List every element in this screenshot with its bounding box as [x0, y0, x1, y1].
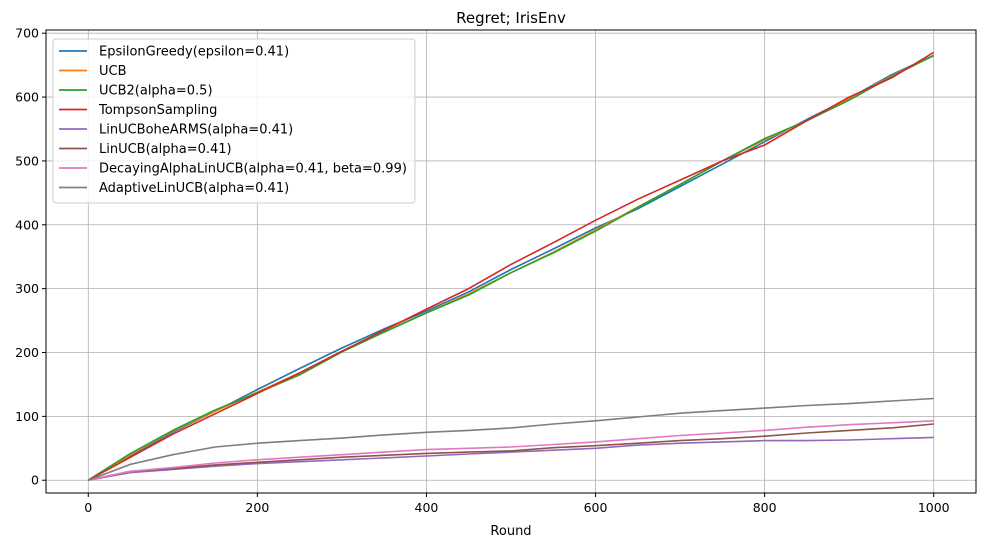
plot-frame [45, 29, 977, 494]
x-tick-label-1: 200 [245, 500, 269, 515]
legend-label-0: EpsilonGreedy(epsilon=0.41) [99, 45, 289, 60]
y-tick-label-0: 0 [31, 473, 39, 488]
x-tick-label-0: 0 [84, 500, 92, 515]
series-layer [87, 51, 935, 481]
series-line-5 [88, 423, 934, 481]
y-tick-label-5: 500 [15, 153, 39, 168]
y-tick-label-6: 600 [15, 90, 39, 105]
y-axis-ticks: 0 100 200 300 400 500 600 700 [15, 26, 46, 488]
x-axis-ticks: 0 200 400 600 800 1000 [84, 493, 950, 515]
y-tick-label-4: 400 [15, 217, 39, 232]
x-tick-label-5: 1000 [918, 500, 950, 515]
series-line-2 [87, 54, 935, 481]
series-line-6 [88, 420, 934, 481]
legend-label-7: AdaptiveLinUCB(alpha=0.41) [99, 181, 289, 196]
legend-label-6: DecayingAlphaLinUCB(alpha=0.41, beta=0.9… [99, 162, 407, 177]
x-tick-label-4: 800 [753, 500, 777, 515]
y-tick-label-7: 700 [15, 26, 39, 41]
x-tick-label-3: 600 [584, 500, 608, 515]
x-axis-label: Round [490, 524, 531, 539]
series-line-4 [88, 436, 934, 481]
legend-label-3: TompsonSampling [98, 103, 217, 118]
series-line-3 [87, 51, 935, 481]
legend: EpsilonGreedy(epsilon=0.41) UCB UCB2(alpha… [52, 38, 416, 204]
y-tick-label-2: 200 [15, 345, 39, 360]
y-tick-label-3: 300 [15, 281, 39, 296]
legend-label-2: UCB2(alpha=0.5) [99, 84, 213, 99]
y-tick-label-1: 100 [15, 409, 39, 424]
series-line-7 [88, 397, 934, 481]
legend-box [52, 38, 416, 204]
legend-label-5: LinUCB(alpha=0.41) [99, 142, 232, 157]
legend-label-4: LinUCBoheARMS(alpha=0.41) [99, 123, 293, 138]
x-tick-label-2: 400 [415, 500, 439, 515]
legend-label-1: UCB [99, 64, 127, 79]
chart-title: Regret; IrisEnv [456, 9, 566, 27]
